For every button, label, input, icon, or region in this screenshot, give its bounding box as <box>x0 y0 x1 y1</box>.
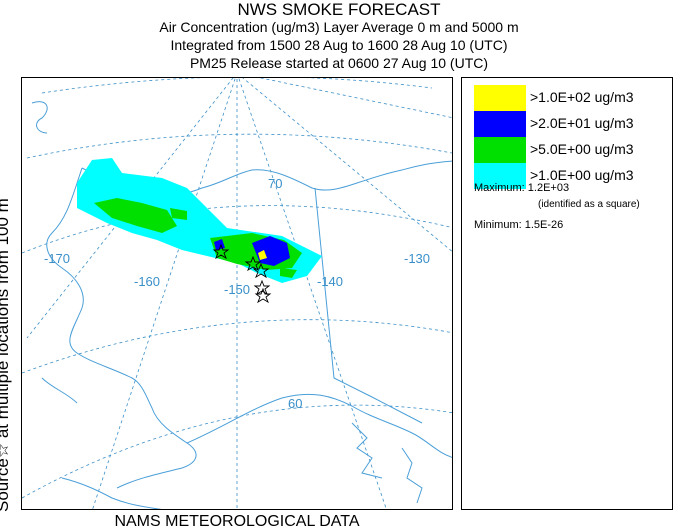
star-icon <box>254 287 272 304</box>
legend-label: >1.0E+02 ug/m3 <box>530 89 634 105</box>
source-star-icon: ☆ <box>0 443 12 458</box>
lon-label: -130 <box>404 251 430 266</box>
alaska-map: -170 -160 -150 -140 -130 70 60 <box>22 78 452 509</box>
minimum-value: Minimum: 1.5E-26 <box>474 219 564 231</box>
plume-yellow-region <box>258 250 267 260</box>
lon-label: -160 <box>134 274 160 289</box>
legend-swatch <box>474 85 526 111</box>
legend-swatch <box>474 163 526 189</box>
legend-panel: >1.0E+02 ug/m3 >2.0E+01 ug/m3 >5.0E+00 u… <box>461 77 673 510</box>
latitude-lines <box>22 78 452 499</box>
star-icon <box>252 262 270 279</box>
star-icon <box>212 243 230 260</box>
source-side-label: Source☆ at multiple locations from 100 m <box>0 72 13 512</box>
concentration-subtitle: Air Concentration (ug/m3) Layer Average … <box>159 19 519 35</box>
lat-label: 60 <box>288 396 302 411</box>
border-line <box>314 187 423 424</box>
integration-period: Integrated from 1500 28 Aug to 1600 28 A… <box>170 37 508 53</box>
plume-green-region <box>170 208 187 220</box>
forecast-title: NWS SMOKE FORECAST <box>237 0 441 19</box>
legend-swatch <box>474 137 526 163</box>
lon-label: -150 <box>224 282 250 297</box>
lat-60-line <box>22 404 452 499</box>
legend-swatch <box>474 111 526 137</box>
source-text: Source <box>0 458 12 512</box>
graticule-labels: -170 -160 -150 -140 -130 70 60 <box>44 176 430 411</box>
legend-label: >1.0E+00 ug/m3 <box>530 167 634 183</box>
map-frame: -170 -160 -150 -140 -130 70 60 <box>21 77 453 510</box>
source-locations-text: at multiple locations from 100 m <box>0 198 12 439</box>
plume-green-region <box>94 198 177 233</box>
smoke-plume <box>77 158 322 283</box>
maximum-note: (identified as a square) <box>538 199 640 210</box>
maximum-value: Maximum: 1.2E+03 <box>474 182 570 194</box>
lon-label: -140 <box>317 274 343 289</box>
coastline <box>31 101 452 509</box>
star-icon <box>244 255 262 272</box>
legend-label: >5.0E+00 ug/m3 <box>530 141 634 157</box>
plume-green-region <box>280 268 297 278</box>
lon-label: -170 <box>44 251 70 266</box>
footer-data-source: NAMS METEOROLOGICAL DATA <box>114 513 360 530</box>
legend-label: >2.0E+01 ug/m3 <box>530 115 634 131</box>
release-info: PM25 Release started at 0600 27 Aug 10 (… <box>189 55 489 71</box>
source-markers <box>212 243 272 304</box>
lat-label: 70 <box>268 176 282 191</box>
